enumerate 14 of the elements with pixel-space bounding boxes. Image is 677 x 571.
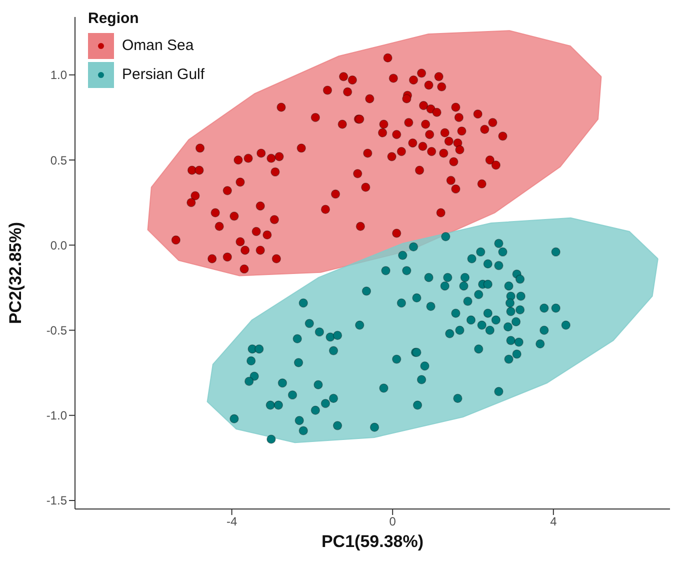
y-tick-label: 0.5 bbox=[50, 153, 68, 168]
x-tick-label: -4 bbox=[226, 514, 238, 529]
legend-title: Region bbox=[88, 10, 140, 27]
y-tick-label: -1.0 bbox=[46, 408, 68, 423]
legend-label: Persian Gulf bbox=[122, 66, 205, 83]
legend-label: Oman Sea bbox=[122, 37, 194, 54]
y-tick-label: 1.0 bbox=[50, 68, 68, 82]
y-tick-label: -0.5 bbox=[46, 324, 68, 338]
x-axis-title: PC1(59.38%) bbox=[320, 532, 425, 552]
y-tick-label: -1.5 bbox=[46, 494, 68, 508]
y-axis-title: PC2(32.85%) bbox=[6, 222, 26, 324]
y-tick-label: 0.0 bbox=[50, 238, 68, 252]
x-tick-label: 4 bbox=[550, 514, 558, 529]
x-tick-label: 0 bbox=[389, 514, 396, 529]
